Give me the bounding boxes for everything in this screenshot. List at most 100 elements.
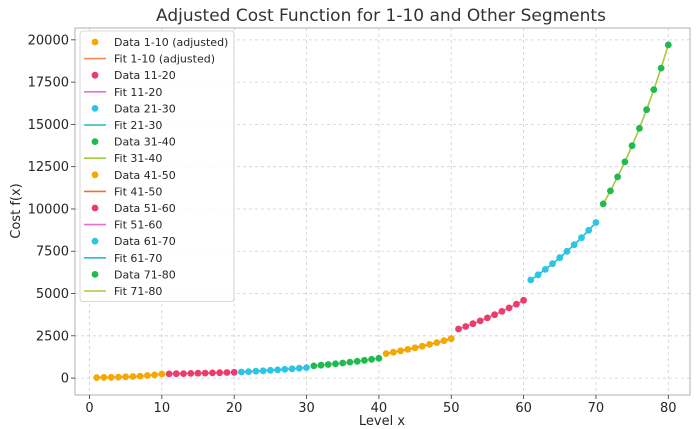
legend-label-fit-2: Fit 11-20 xyxy=(114,86,162,99)
data-point xyxy=(100,374,108,381)
segment-8 xyxy=(599,41,672,208)
legend-marker-data-3 xyxy=(91,105,99,112)
data-point xyxy=(324,361,332,368)
data-point xyxy=(115,373,122,381)
data-point xyxy=(513,300,520,308)
legend-marker-data-2 xyxy=(91,71,99,79)
legend-label-fit-7: Fit 61-70 xyxy=(114,252,162,265)
y-tick-label: 12500 xyxy=(28,160,69,175)
fit-line-7 xyxy=(530,221,597,281)
legend-marker-data-4 xyxy=(91,138,99,146)
data-point xyxy=(650,86,658,93)
x-tick-label: 40 xyxy=(371,401,388,416)
data-point xyxy=(643,106,650,114)
y-tick-label: 2500 xyxy=(36,329,69,344)
data-point xyxy=(144,372,151,379)
x-tick-label: 80 xyxy=(660,401,677,416)
legend-marker-data-1 xyxy=(91,38,99,46)
data-point xyxy=(491,311,498,319)
fit-line-2 xyxy=(169,371,235,375)
data-point xyxy=(534,271,542,279)
fit-line-8 xyxy=(602,44,670,205)
legend-label-data-1: Data 1-10 (adjusted) xyxy=(114,36,228,49)
legend: Data 1-10 (adjusted) Fit 1-10 (adjusted) D… xyxy=(79,30,235,303)
data-point xyxy=(107,373,115,381)
y-tick-label: 5000 xyxy=(36,287,69,302)
x-tick-label: 60 xyxy=(515,401,532,416)
x-tick-label: 10 xyxy=(154,401,171,416)
data-point xyxy=(122,373,129,381)
data-point xyxy=(621,158,629,166)
data-point xyxy=(238,368,245,376)
segment-3 xyxy=(238,364,310,376)
segment-2 xyxy=(165,368,238,378)
data-point xyxy=(281,365,289,373)
data-point xyxy=(317,361,325,369)
data-point xyxy=(288,365,296,373)
y-tick-label: 0 xyxy=(61,372,69,387)
data-point xyxy=(339,359,347,367)
data-point xyxy=(418,342,426,350)
data-point xyxy=(440,337,448,345)
x-tick-label: 20 xyxy=(226,401,243,416)
data-point xyxy=(368,355,375,363)
legend-label-data-3: Data 21-30 xyxy=(114,102,176,115)
data-point xyxy=(259,367,267,375)
series xyxy=(93,41,672,381)
data-point xyxy=(136,372,144,380)
data-point xyxy=(541,266,549,273)
data-point xyxy=(570,241,578,249)
legend-label-fit-6: Fit 51-60 xyxy=(114,219,162,232)
data-point xyxy=(578,234,585,242)
legend-label-fit-1: Fit 1-10 (adjusted) xyxy=(114,53,215,66)
data-point xyxy=(245,368,253,375)
fit-line-1 xyxy=(96,373,162,379)
y-axis-label: Cost f(x) xyxy=(9,183,24,238)
legend-label-fit-8: Fit 71-80 xyxy=(114,285,162,298)
data-point xyxy=(607,187,614,195)
data-point xyxy=(303,364,310,371)
data-point xyxy=(332,360,339,368)
data-point xyxy=(549,260,556,268)
x-tick-label: 30 xyxy=(298,401,315,416)
data-point xyxy=(462,323,470,330)
data-point xyxy=(484,314,491,322)
data-point xyxy=(664,41,672,49)
data-point xyxy=(201,369,209,377)
plot-frame xyxy=(74,27,691,396)
fit-line-6 xyxy=(458,299,524,330)
legend-label-data-5: Data 41-50 xyxy=(114,169,176,182)
data-point xyxy=(469,320,477,328)
x-axis-label: Level x xyxy=(359,414,405,429)
chart-title: Adjusted Cost Function for 1-10 and Othe… xyxy=(156,6,606,26)
legend-label-data-2: Data 11-20 xyxy=(114,69,176,82)
data-point xyxy=(172,370,180,378)
x-tick-label: 0 xyxy=(85,401,93,416)
data-point xyxy=(151,371,159,379)
y-tick-label: 10000 xyxy=(28,202,69,217)
axis-ticks: 0 10 20 30 40 50 60 70 80 0 2500 5000 7500 10000 12500… xyxy=(28,33,677,416)
data-point xyxy=(476,317,484,325)
data-point xyxy=(599,200,607,208)
x-tick-label: 70 xyxy=(588,401,605,416)
data-point xyxy=(433,339,441,346)
legend-label-data-7: Data 61-70 xyxy=(114,235,176,248)
data-point xyxy=(129,373,137,380)
data-point xyxy=(411,344,419,352)
data-point xyxy=(556,254,564,262)
data-point xyxy=(346,358,354,366)
data-point xyxy=(505,304,513,312)
legend-label-data-8: Data 71-80 xyxy=(114,268,176,281)
data-point xyxy=(295,364,303,372)
data-point xyxy=(93,374,101,381)
data-point xyxy=(585,226,593,234)
data-point xyxy=(223,369,231,376)
data-point xyxy=(657,64,665,72)
data-point xyxy=(404,346,412,353)
legend-label-fit-4: Fit 31-40 xyxy=(114,152,162,165)
data-point xyxy=(180,370,187,377)
y-tick-label: 20000 xyxy=(28,33,69,48)
data-point xyxy=(216,369,224,377)
legend-marker-data-8 xyxy=(91,271,99,278)
